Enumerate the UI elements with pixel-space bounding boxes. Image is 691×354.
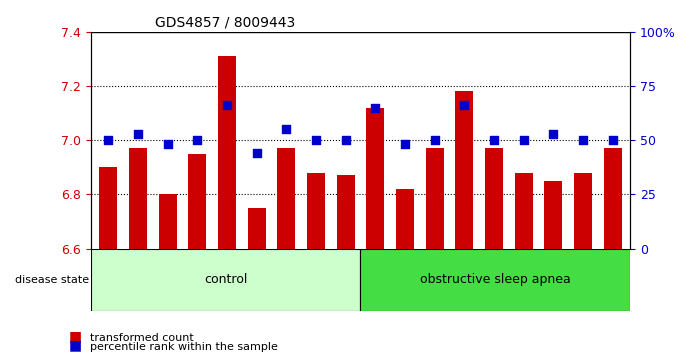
Bar	[545, 181, 562, 249]
Point	[578, 137, 589, 143]
Bar	[485, 148, 503, 249]
Text: disease state: disease state	[15, 275, 89, 285]
Point	[340, 137, 351, 143]
Bar	[91, 249, 361, 311]
Text: ■: ■	[69, 338, 82, 352]
Bar	[159, 194, 177, 249]
Point	[459, 103, 470, 108]
Point	[162, 142, 173, 147]
Text: transformed count: transformed count	[90, 333, 193, 343]
Point	[192, 137, 203, 143]
Bar	[515, 173, 533, 249]
Bar	[248, 208, 265, 249]
Point	[399, 142, 410, 147]
Bar	[189, 154, 207, 249]
Text: GDS4857 / 8009443: GDS4857 / 8009443	[155, 15, 296, 29]
Point	[103, 137, 114, 143]
Bar	[361, 249, 630, 311]
Bar	[574, 173, 592, 249]
Point	[489, 137, 500, 143]
Point	[133, 131, 144, 136]
Bar	[366, 108, 384, 249]
Point	[429, 137, 440, 143]
Point	[548, 131, 559, 136]
Bar	[100, 167, 117, 249]
Text: ■: ■	[69, 329, 82, 343]
Point	[222, 103, 233, 108]
Bar	[278, 148, 295, 249]
Bar	[426, 148, 444, 249]
Point	[281, 126, 292, 132]
Bar	[396, 189, 414, 249]
Text: percentile rank within the sample: percentile rank within the sample	[90, 342, 278, 352]
Bar	[129, 148, 147, 249]
Text: obstructive sleep apnea: obstructive sleep apnea	[420, 273, 571, 286]
Bar	[337, 175, 354, 249]
Point	[370, 105, 381, 110]
Text: control: control	[204, 273, 247, 286]
Point	[251, 150, 262, 156]
Point	[310, 137, 321, 143]
Bar	[307, 173, 325, 249]
Bar	[218, 56, 236, 249]
Point	[607, 137, 618, 143]
Point	[518, 137, 529, 143]
Bar	[604, 148, 621, 249]
Bar	[455, 91, 473, 249]
